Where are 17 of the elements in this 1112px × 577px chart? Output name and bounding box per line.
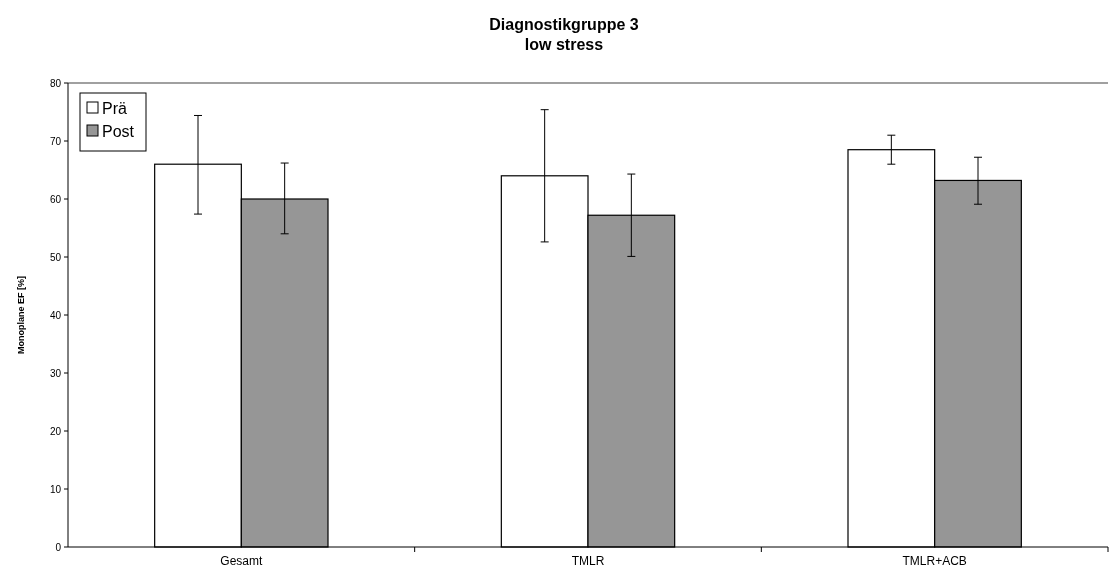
y-tick-label: 0 <box>55 541 62 553</box>
legend-label: Post <box>102 122 135 140</box>
y-tick-label: 40 <box>49 309 62 321</box>
x-tick-label: TMLR+ACB <box>902 554 967 568</box>
y-axis-title: Monoplane EF [%] <box>16 276 26 354</box>
y-tick-label: 60 <box>49 193 62 205</box>
y-tick-label: 70 <box>49 135 62 147</box>
chart-title: Diagnostikgruppe 3 <box>489 16 639 33</box>
y-tick-label: 10 <box>49 483 62 495</box>
y-tick-label: 50 <box>49 251 62 263</box>
x-tick-label: TMLR <box>571 554 605 568</box>
legend-label: Prä <box>102 99 127 117</box>
x-tick-label: Gesamt <box>220 554 263 568</box>
y-tick-label: 20 <box>49 425 62 437</box>
chart-subtitle: low stress <box>524 36 604 53</box>
y-tick-label: 80 <box>49 77 62 89</box>
y-tick-label: 30 <box>49 367 62 379</box>
